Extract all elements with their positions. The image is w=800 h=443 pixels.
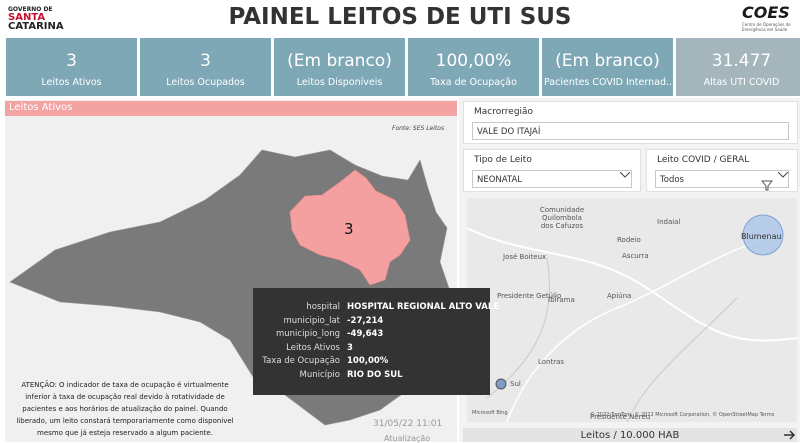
tooltip-key: hospital bbox=[306, 302, 340, 312]
kpi-card[interactable]: 3 Leitos Ocupados bbox=[140, 38, 271, 96]
tooltip-key: Taxa de Ocupação bbox=[262, 356, 340, 366]
tooltip bbox=[253, 288, 490, 395]
kpi-label: Leitos Ocupados bbox=[166, 77, 245, 88]
kpi-card[interactable]: (Em branco) Leitos Disponíveis bbox=[274, 38, 405, 96]
place-label: Blumenau bbox=[741, 232, 782, 241]
filter-value[interactable]: NEONATAL bbox=[472, 170, 632, 188]
tooltip-value: -49,643 bbox=[347, 329, 384, 339]
place-label: Apiúna bbox=[607, 292, 632, 300]
location-map bbox=[467, 198, 797, 422]
kpi-label: Pacientes COVID Internad... bbox=[544, 77, 671, 88]
filter-box[interactable]: Macrorregião VALE DO ITAJAÍ bbox=[463, 101, 798, 144]
kpi-value: (Em branco) bbox=[287, 51, 392, 71]
kpi-value: 3 bbox=[66, 51, 77, 71]
tooltip-value: RIO DO SUL bbox=[347, 369, 403, 380]
tooltip-key: Leitos Ativos bbox=[286, 342, 340, 353]
place-label: Indaial bbox=[657, 218, 681, 226]
coes-subtitle: Centro de Operações de Emergência em Saú… bbox=[742, 22, 791, 32]
kpi-value: 100,00% bbox=[435, 51, 512, 71]
place-label: Ascurra bbox=[622, 252, 649, 260]
kpi-label: Taxa de Ocupação bbox=[430, 77, 517, 88]
filter-box[interactable]: Leito COVID / GERAL Todos bbox=[646, 149, 798, 192]
bubble[interactable] bbox=[495, 378, 507, 390]
filter-label: Leito COVID / GERAL bbox=[657, 155, 750, 165]
tooltip-key: municipio_lat bbox=[283, 315, 340, 326]
place-label: Presidente Getúlio bbox=[497, 292, 562, 300]
note: ATENÇÃO: O indicador de taxa de ocupação… bbox=[16, 381, 234, 437]
footer-label: Leitos / 10.000 HAB bbox=[580, 430, 680, 441]
kpi-label: Altas UTI COVID bbox=[703, 77, 780, 88]
region-highlight bbox=[289, 169, 411, 286]
kpi-label: Leitos Disponíveis bbox=[296, 77, 383, 88]
filter-label: Tipo de Leito bbox=[474, 155, 532, 165]
kpi-card[interactable]: 100,00% Taxa de Ocupação bbox=[408, 38, 539, 96]
updated-date: 31/05/22 11:01 bbox=[373, 419, 443, 429]
place-label: Rodeio bbox=[617, 236, 641, 244]
place-label: Presidente Nereu bbox=[590, 413, 651, 421]
logo-line: GOVERNO DE bbox=[8, 6, 53, 13]
place-label: Comunidade Quilombola dos Cafuzos bbox=[539, 206, 585, 230]
place-label: Sul bbox=[510, 380, 521, 388]
kpi-card[interactable]: 3 Leitos Ativos bbox=[6, 38, 137, 96]
tooltip-key: Município bbox=[299, 369, 340, 380]
filter-value[interactable]: VALE DO ITAJAÍ bbox=[472, 122, 789, 140]
coes-logo: COES bbox=[742, 3, 790, 22]
place-label: Lontras bbox=[538, 358, 565, 366]
bubble[interactable] bbox=[742, 214, 784, 256]
kpi-value: 3 bbox=[200, 51, 211, 71]
logo-line: SANTA bbox=[8, 12, 46, 23]
arrow-icon[interactable] bbox=[784, 430, 796, 440]
tooltip-key: municipio_long bbox=[275, 329, 340, 339]
kpi-value: 31.477 bbox=[711, 51, 772, 71]
panel-header bbox=[5, 101, 457, 116]
tooltip-value: 100,00% bbox=[347, 356, 389, 366]
chevron[interactable] bbox=[620, 172, 631, 178]
footer-bar[interactable] bbox=[463, 428, 797, 442]
filter-label: Macrorregião bbox=[474, 107, 534, 117]
tooltip-value: HOSPITAL REGIONAL ALTO VALE bbox=[347, 302, 500, 312]
dropdown-icons bbox=[620, 172, 789, 191]
kpi-value: (Em branco) bbox=[555, 51, 660, 71]
tooltip-value: -27,214 bbox=[347, 315, 384, 326]
filter-box[interactable]: Tipo de Leito NEONATAL bbox=[463, 149, 641, 192]
kpi-card[interactable]: (Em branco) Pacientes COVID Internad... bbox=[542, 38, 673, 96]
map-source: Fonte: SES Leitos bbox=[392, 125, 445, 132]
place-label: José Boiteux bbox=[503, 253, 547, 261]
place-label: Ibirama bbox=[548, 296, 575, 304]
panel-title: Leitos Ativos bbox=[9, 102, 73, 113]
map-attribution: © 2022 TomTom, © 2022 Microsoft Corporat… bbox=[590, 412, 775, 418]
filter-value[interactable]: Todos bbox=[655, 170, 789, 188]
logo-line: CATARINA bbox=[8, 21, 64, 32]
chevron[interactable] bbox=[777, 172, 789, 178]
dashboard-title: PAINEL LEITOS DE UTI SUS bbox=[228, 4, 572, 30]
kpi-label: Leitos Ativos bbox=[41, 77, 102, 88]
updated-label: Atualização bbox=[384, 434, 431, 443]
map-provider: Microsoft Bing bbox=[472, 410, 508, 416]
filter-icon[interactable] bbox=[760, 180, 774, 191]
tooltip-value: 3 bbox=[347, 342, 353, 353]
kpi-card[interactable]: 31.477 Altas UTI COVID bbox=[676, 38, 800, 96]
region-label: 3 bbox=[344, 220, 354, 238]
